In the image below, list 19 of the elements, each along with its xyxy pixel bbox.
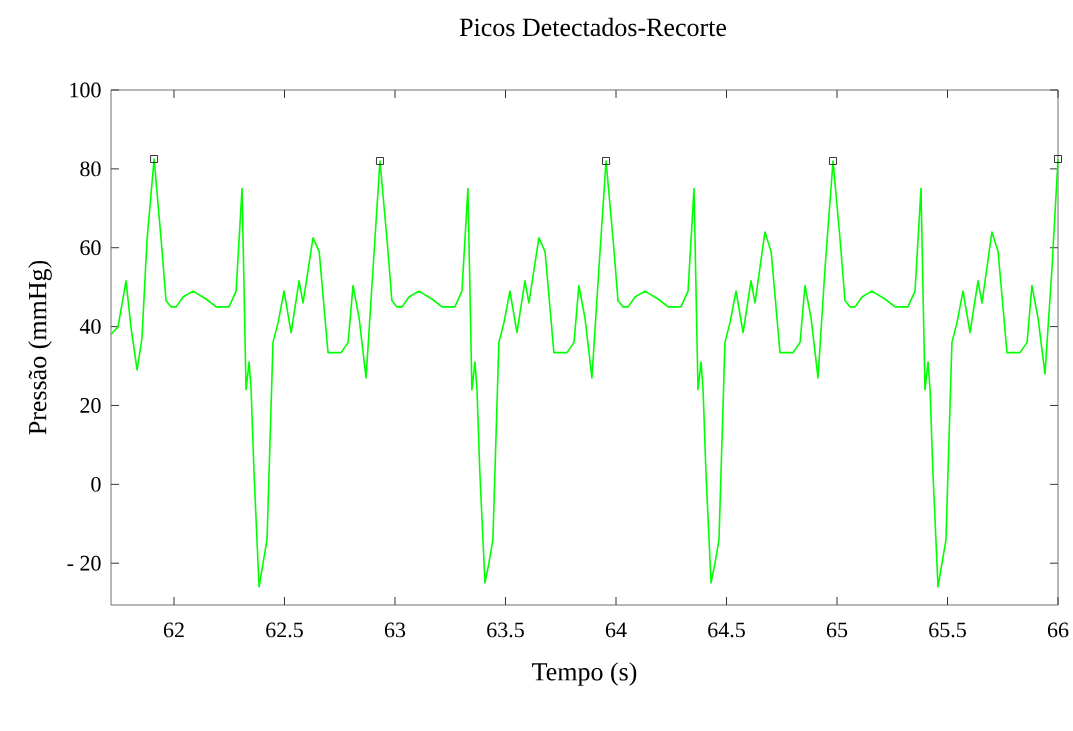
chart-title: Picos Detectados-Recorte	[459, 17, 727, 37]
x-tick-label: 65	[826, 622, 848, 638]
x-tick-label: 63	[384, 622, 406, 638]
y-tick-label: 20	[80, 398, 101, 413]
y-tick-label: 60	[80, 240, 101, 256]
y-tick-label: - 20	[67, 555, 101, 571]
x-tick-label: 62.5	[266, 622, 303, 638]
x-tick-label: 63.5	[487, 622, 524, 638]
y-tick-label: 40	[79, 319, 101, 335]
y-axis-title: Pressão (mmHg)	[28, 260, 52, 435]
x-tick-label: 65.5	[929, 622, 966, 638]
y-tick-label: 80	[80, 161, 101, 177]
x-tick-label: 64.5	[708, 622, 745, 638]
x-tick-label: 64	[605, 622, 627, 638]
x-tick-label: 66	[1047, 622, 1069, 638]
x-tick-label: 62	[163, 622, 184, 638]
y-tick-label: 100	[70, 82, 101, 98]
x-axis-title: Tempo (s)	[532, 662, 637, 686]
y-tick-label: 0	[91, 476, 101, 492]
